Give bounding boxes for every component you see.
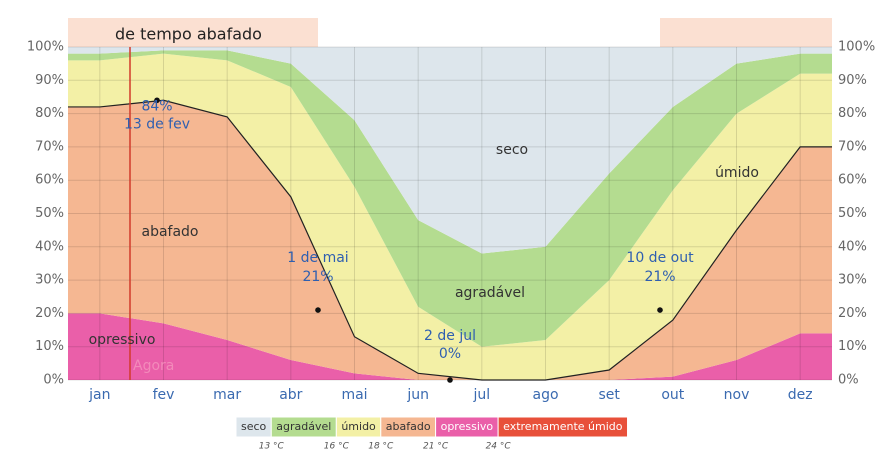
legend-label: extremamente úmido <box>503 420 623 433</box>
annotation-point <box>447 377 453 383</box>
y-tick-label: 40% <box>35 239 64 254</box>
region-label: abafado <box>141 224 198 240</box>
y-tick-label: 80% <box>35 106 64 121</box>
y-tick-label: 60% <box>35 173 64 188</box>
region-label: seco <box>496 142 528 158</box>
x-tick-label: mar <box>213 387 241 403</box>
annotation-label: 84% <box>141 98 172 114</box>
y2-tick-label: 40% <box>838 239 867 254</box>
area <box>68 100 832 380</box>
x-tick-label: ago <box>532 387 558 403</box>
x-tick-label: jan <box>88 387 110 403</box>
annotation-label: 2 de jul <box>424 328 476 344</box>
x-tick-label: nov <box>724 387 750 403</box>
title-highlight <box>660 18 832 47</box>
annotation-label: 21% <box>644 269 675 285</box>
annotation-point <box>154 97 160 104</box>
threshold-label: 13 °C <box>259 442 285 452</box>
x-tick-label: mai <box>341 387 367 403</box>
muggy-line <box>68 99 832 381</box>
legend-label: agradável <box>276 420 331 433</box>
title-highlight <box>68 18 318 47</box>
area <box>68 53 832 380</box>
y2-tick-label: 20% <box>838 306 867 321</box>
x-tick-label: dez <box>788 387 813 403</box>
legend: seco agradável úmido abafado opressivo extrem… <box>235 416 629 438</box>
y2-tick-label: 0% <box>838 373 859 388</box>
y-tick-label: 20% <box>35 306 64 321</box>
annotation-point <box>657 307 663 313</box>
legend-swatch <box>497 416 629 438</box>
x-tick-label: set <box>598 387 620 403</box>
y-tick-label: 50% <box>35 206 64 221</box>
annotation-label: 21% <box>302 269 333 285</box>
y-tick-label: 10% <box>35 339 64 354</box>
x-tick-label: abr <box>279 387 302 403</box>
region-label: agradável <box>455 285 525 301</box>
y2-tick-label: 70% <box>838 139 867 154</box>
y-tick-label: 90% <box>35 73 64 88</box>
legend-label: abafado <box>386 420 431 433</box>
threshold-label: 16 °C <box>324 442 350 452</box>
x-tick-label: fev <box>153 387 175 403</box>
y-tick-label: 0% <box>43 373 64 388</box>
x-tick-label: jun <box>406 387 429 403</box>
region-label: opressivo <box>89 332 156 348</box>
y2-tick-label: 90% <box>838 73 867 88</box>
legend-label: úmido <box>341 420 376 433</box>
threshold-label: 21 °C <box>423 442 449 452</box>
region-label: úmido <box>715 165 759 181</box>
annotation-point <box>315 307 321 313</box>
threshold-label: 24 °C <box>486 442 512 452</box>
y-tick-label: 70% <box>35 139 64 154</box>
annotation-label: 0% <box>439 346 461 362</box>
y-tick-label: 100% <box>27 40 64 55</box>
x-tick-label: out <box>661 387 684 403</box>
now-label: Agora <box>133 358 174 374</box>
x-tick-label: jul <box>473 387 491 403</box>
y2-tick-label: 100% <box>838 40 875 55</box>
y2-tick-label: 10% <box>838 339 867 354</box>
annotation-label: 10 de out <box>626 250 694 266</box>
y2-tick-label: 80% <box>838 106 867 121</box>
annotation-label: 13 de fev <box>124 116 190 132</box>
annotation-label: 1 de mai <box>287 250 348 266</box>
legend-label: opressivo <box>441 420 494 433</box>
area <box>68 313 832 380</box>
area <box>68 47 832 254</box>
legend-label: seco <box>241 420 267 433</box>
chart-title: de tempo abafado <box>115 25 262 44</box>
y2-tick-label: 60% <box>838 173 867 188</box>
area <box>68 50 832 347</box>
y-tick-label: 30% <box>35 273 64 288</box>
y2-tick-label: 50% <box>838 206 867 221</box>
threshold-label: 18 °C <box>368 442 394 452</box>
y2-tick-label: 30% <box>838 273 867 288</box>
